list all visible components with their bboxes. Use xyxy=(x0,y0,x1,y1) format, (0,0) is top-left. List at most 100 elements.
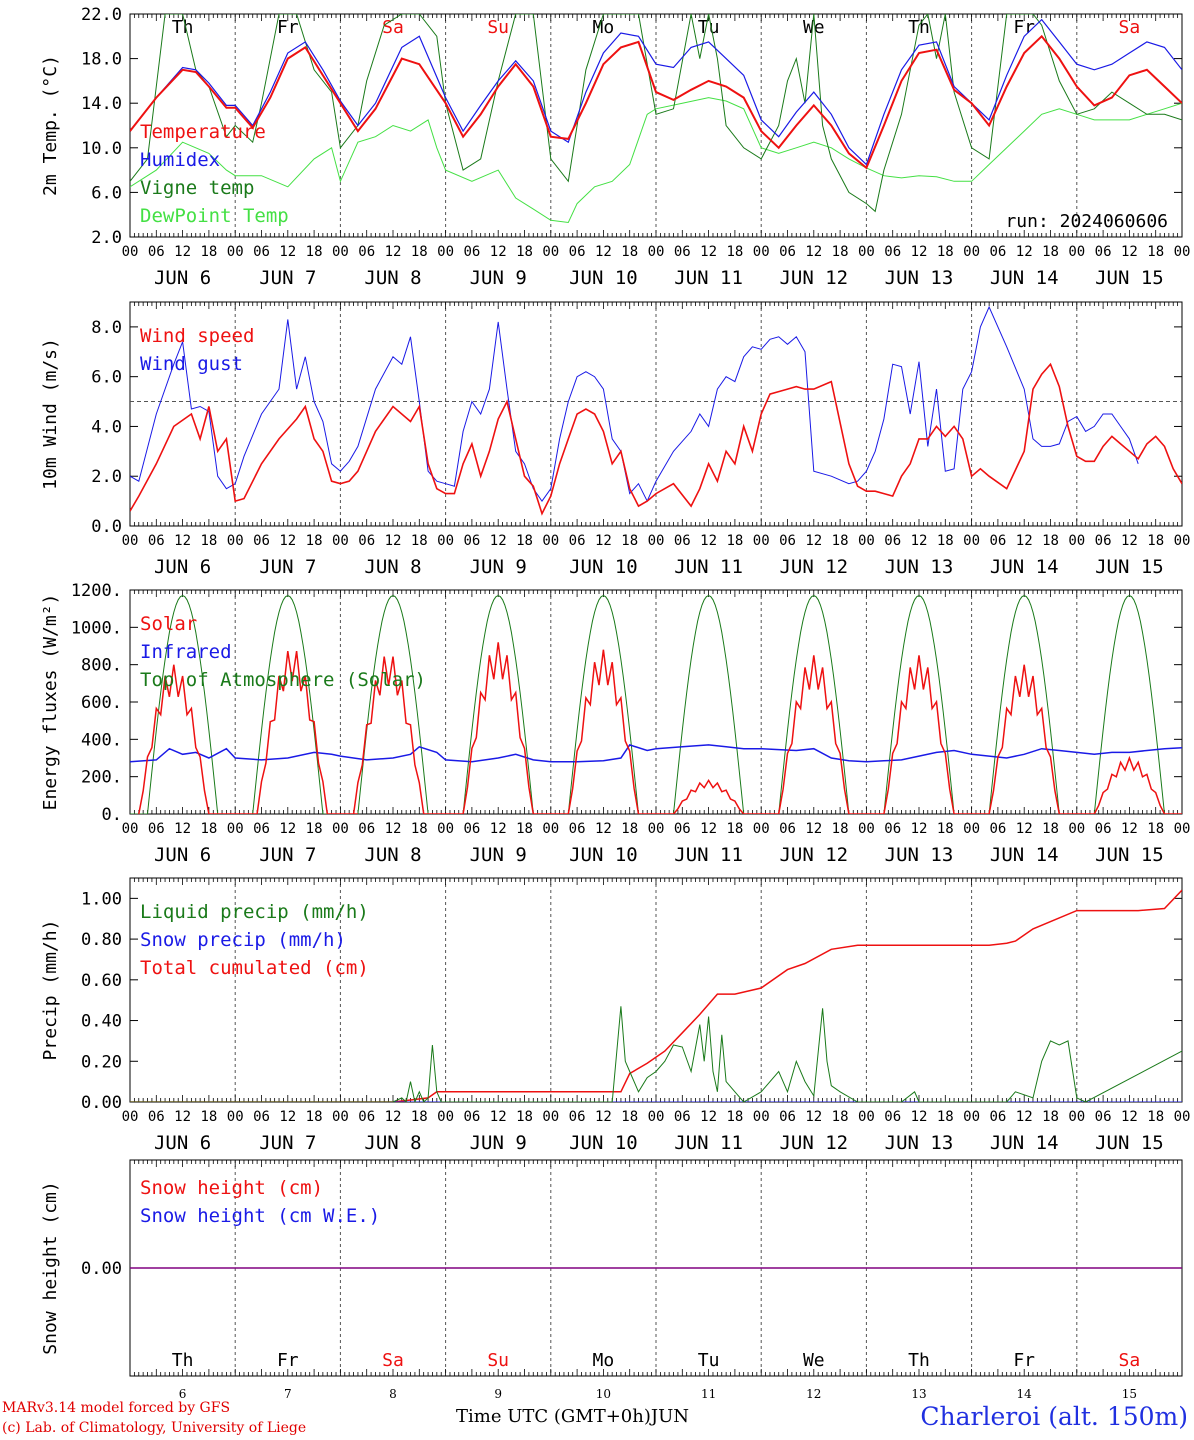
y-tick-label: 14.0 xyxy=(81,94,122,114)
x-tick-label: 00 xyxy=(437,821,454,837)
x-tick-label: 12 xyxy=(490,244,507,260)
y-tick-label: 0.60 xyxy=(81,971,122,991)
day-label: JUN 6 xyxy=(154,556,211,578)
x-tick-label: 06 xyxy=(674,821,691,837)
day-label: JUN 13 xyxy=(885,844,954,866)
weekday-label: Fr xyxy=(1013,17,1035,38)
x-tick-label: 12 xyxy=(595,1109,612,1125)
x-tick-label: 12 xyxy=(174,821,191,837)
x-tick-label: 18 xyxy=(937,821,954,837)
x-tick-label: 00 xyxy=(963,244,980,260)
day-number-label: 8 xyxy=(389,1387,397,1401)
y-tick-label: 0.00 xyxy=(81,1259,122,1279)
x-tick-label: 18 xyxy=(937,533,954,549)
x-tick-label: 06 xyxy=(569,821,586,837)
x-tick-label: 12 xyxy=(174,244,191,260)
x-tick-label: 18 xyxy=(200,1109,217,1125)
x-tick-label: 00 xyxy=(858,244,875,260)
x-tick-label: 18 xyxy=(1147,1109,1164,1125)
x-tick-label: 12 xyxy=(279,533,296,549)
x-tick-label: 18 xyxy=(937,1109,954,1125)
day-label: JUN 6 xyxy=(154,1132,211,1154)
y-tick-label: 0.40 xyxy=(81,1012,122,1032)
y-tick-label: 200. xyxy=(81,768,122,788)
x-tick-label: 12 xyxy=(490,821,507,837)
weekday-label: Mo xyxy=(593,17,615,38)
x-tick-label: 12 xyxy=(805,533,822,549)
weekday-label: Su xyxy=(487,17,509,38)
day-label: JUN 14 xyxy=(990,1132,1059,1154)
legend-entry: DewPoint Temp xyxy=(140,205,289,227)
x-tick-label: 18 xyxy=(306,533,323,549)
x-tick-label: 18 xyxy=(516,821,533,837)
x-tick-label: 00 xyxy=(1174,244,1191,260)
y-tick-label: 1.00 xyxy=(81,889,122,909)
day-number-label: 9 xyxy=(494,1387,502,1401)
x-tick-label: 06 xyxy=(779,1109,796,1125)
x-tick-label: 18 xyxy=(726,1109,743,1125)
y-tick-label: 6.0 xyxy=(91,183,122,203)
x-tick-label: 06 xyxy=(779,244,796,260)
day-label: JUN 10 xyxy=(569,556,638,578)
x-tick-label: 06 xyxy=(358,244,375,260)
weekday-label: Tu xyxy=(698,1350,720,1371)
day-number-label: 15 xyxy=(1122,1387,1137,1401)
x-tick-label: 00 xyxy=(542,244,559,260)
x-tick-label: 18 xyxy=(1147,821,1164,837)
x-tick-label: 18 xyxy=(516,244,533,260)
day-label: JUN 13 xyxy=(885,1132,954,1154)
x-tick-label: 12 xyxy=(595,244,612,260)
day-label: JUN 6 xyxy=(154,844,211,866)
x-tick-label: 12 xyxy=(385,244,402,260)
day-label: JUN 9 xyxy=(470,267,527,289)
x-tick-label: 00 xyxy=(332,1109,349,1125)
x-tick-label: 00 xyxy=(227,1109,244,1125)
day-label: JUN 11 xyxy=(674,267,743,289)
panel-frame-wind xyxy=(129,301,1183,527)
x-tick-label: 06 xyxy=(148,533,165,549)
x-tick-label: 18 xyxy=(1147,533,1164,549)
day-label: JUN 13 xyxy=(885,556,954,578)
x-tick-label: 18 xyxy=(411,1109,428,1125)
x-tick-label: 18 xyxy=(726,244,743,260)
x-tick-label: 00 xyxy=(542,821,559,837)
day-label: JUN 8 xyxy=(364,1132,421,1154)
weekday-label: Fr xyxy=(277,1350,299,1371)
x-tick-label: 06 xyxy=(463,1109,480,1125)
x-tick-label: 00 xyxy=(1068,821,1085,837)
day-label: JUN 15 xyxy=(1095,1132,1164,1154)
x-tick-label: 18 xyxy=(306,1109,323,1125)
day-label: JUN 9 xyxy=(470,844,527,866)
x-tick-label: 00 xyxy=(963,533,980,549)
x-tick-label: 00 xyxy=(753,1109,770,1125)
x-tick-label: 00 xyxy=(122,533,139,549)
day-label: JUN 9 xyxy=(470,1132,527,1154)
panel-frame-energy xyxy=(129,589,1183,815)
x-tick-label: 06 xyxy=(1095,1109,1112,1125)
day-label: JUN 10 xyxy=(569,267,638,289)
x-tick-label: 12 xyxy=(1121,244,1138,260)
day-label: JUN 8 xyxy=(364,556,421,578)
day-number-label: 13 xyxy=(911,1387,926,1401)
x-tick-label: 00 xyxy=(858,533,875,549)
x-tick-label: 00 xyxy=(1174,533,1191,549)
x-tick-label: 06 xyxy=(463,821,480,837)
y-tick-label: 6.0 xyxy=(91,368,122,388)
x-tick-label: 12 xyxy=(805,821,822,837)
day-label: JUN 14 xyxy=(990,844,1059,866)
x-tick-label: 06 xyxy=(989,244,1006,260)
x-tick-label: 06 xyxy=(358,1109,375,1125)
legend-entry: Snow precip (mm/h) xyxy=(140,929,346,951)
x-tick-label: 06 xyxy=(674,244,691,260)
x-tick-label: 12 xyxy=(1016,1109,1033,1125)
x-tick-label: 18 xyxy=(621,821,638,837)
series-line-temperature xyxy=(130,34,1182,170)
series-line-wind-speed xyxy=(130,362,1182,516)
y-axis-title-precip: Precip (mm/h) xyxy=(40,920,61,1061)
legend-entry: Wind gust xyxy=(140,353,243,375)
y-axis-title-wind: 10m Wind (m/s) xyxy=(40,338,61,490)
day-label: JUN 12 xyxy=(779,267,848,289)
legend-entry: Top of Atmosphere (Solar) xyxy=(140,669,426,691)
x-tick-label: 00 xyxy=(1068,244,1085,260)
x-tick-label: 06 xyxy=(569,1109,586,1125)
